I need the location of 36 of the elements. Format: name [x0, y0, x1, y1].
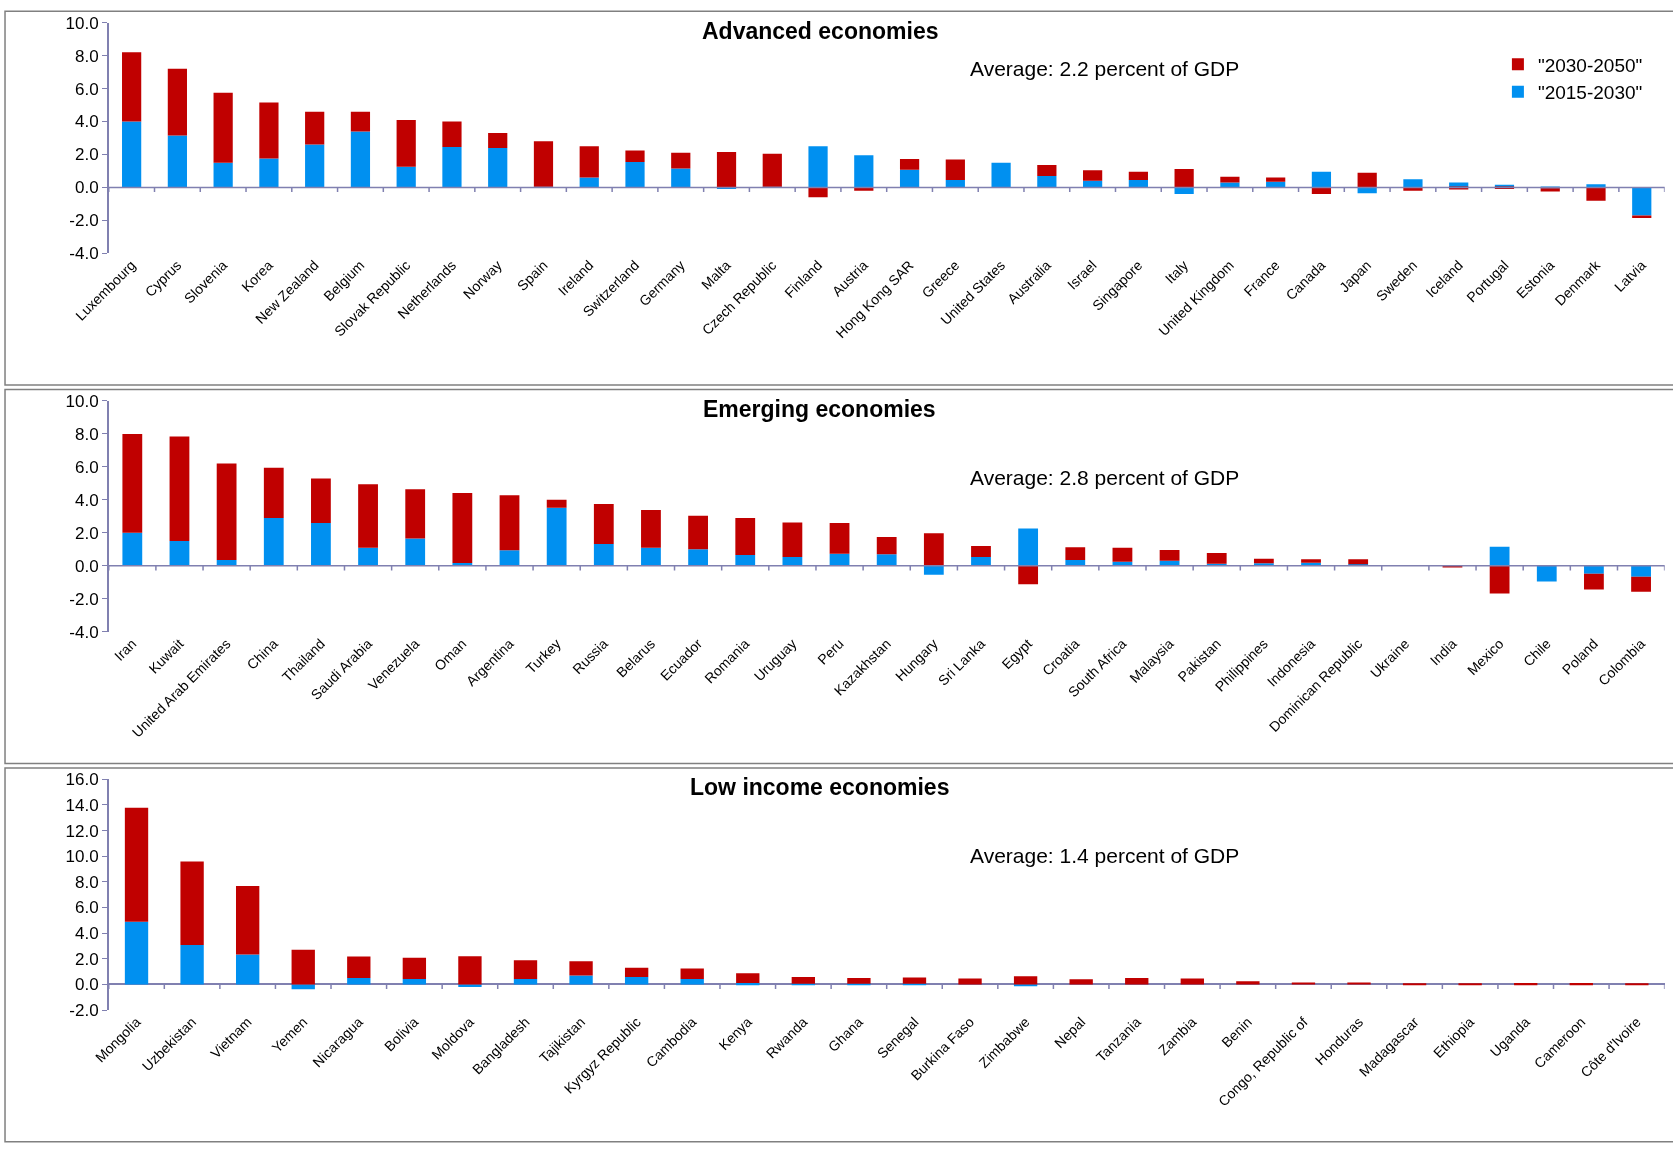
legend-label: "2015-2030": [1537, 82, 1643, 104]
y-tick-label: 0.0: [74, 556, 99, 576]
y-tick-label: 10.0: [65, 847, 99, 867]
y-tick-label: 0.0: [74, 178, 99, 198]
y-tick-label: 14.0: [65, 795, 99, 815]
annotation: Average: 2.8 percent of GDP: [970, 466, 1240, 489]
y-tick-label: 2.0: [74, 523, 99, 543]
y-tick-label: -4.0: [69, 622, 99, 642]
chart-title: Advanced economies: [702, 18, 939, 44]
x-tick-label: Italy: [1161, 257, 1192, 287]
y-tick-label: 4.0: [74, 924, 99, 944]
y-tick-label: 6.0: [74, 79, 99, 99]
y-tick-label: -2.0: [69, 589, 99, 609]
y-tick-label: 6.0: [74, 457, 99, 477]
y-tick-label: 4.0: [74, 490, 99, 510]
y-tick-label: 2.0: [74, 145, 99, 165]
y-tick-label: 16.0: [65, 770, 99, 790]
y-tick-label: -2.0: [69, 1001, 99, 1021]
legend-label: "2030-2050": [1537, 54, 1643, 76]
chart-title: Emerging economies: [703, 396, 936, 422]
y-tick-label: -2.0: [69, 211, 99, 231]
y-tick-label: 12.0: [65, 821, 99, 841]
x-tick-label: Iran: [111, 635, 140, 664]
y-tick-label: 8.0: [74, 872, 99, 892]
y-tick-label: 8.0: [74, 46, 99, 66]
y-tick-label: 0.0: [74, 975, 99, 995]
y-tick-label: 6.0: [74, 898, 99, 918]
chart-title: Low income economies: [690, 774, 950, 800]
y-tick-label: 10.0: [65, 391, 99, 411]
y-tick-label: 8.0: [74, 424, 99, 444]
y-tick-label: 10.0: [65, 13, 99, 33]
y-tick-label: 4.0: [74, 112, 99, 132]
y-tick-label: 2.0: [74, 949, 99, 969]
annotation: Average: 1.4 percent of GDP: [970, 844, 1240, 867]
y-tick-label: -4.0: [69, 244, 99, 264]
annotation: Average: 2.2 percent of GDP: [970, 57, 1240, 80]
